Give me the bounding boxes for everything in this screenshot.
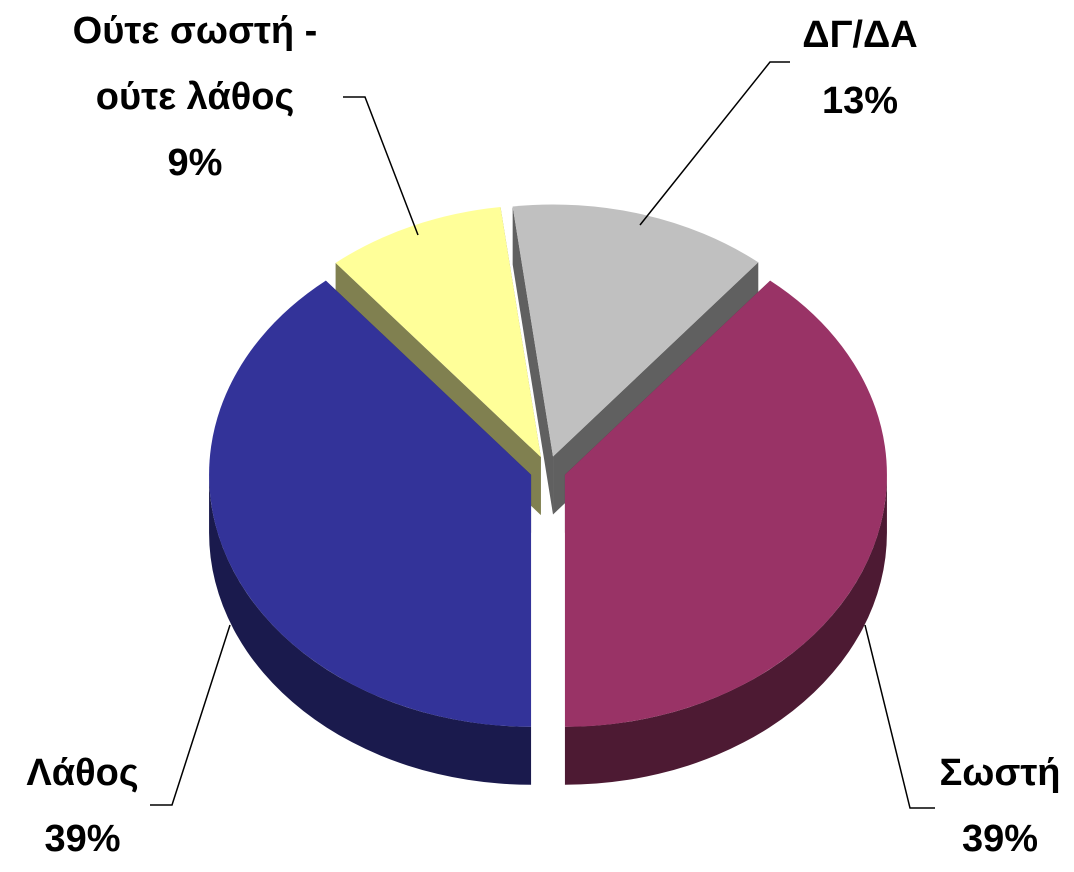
slice-side <box>564 474 887 785</box>
leader-line <box>150 624 231 806</box>
category-label: Ούτε σωστή - ούτε λάθος <box>72 10 318 118</box>
slice <box>209 280 532 727</box>
data-label: Ούτε σωστή - ούτε λάθος 9% <box>30 0 360 196</box>
slice-side <box>209 474 532 785</box>
data-label: Σωστή 39% <box>930 740 1070 872</box>
value-label: 13% <box>821 80 899 122</box>
slice <box>512 204 759 457</box>
category-label: Σωστή <box>939 752 1061 794</box>
data-label: ΔΓ/ΔΑ 13% <box>770 2 950 134</box>
leader-line <box>343 96 419 236</box>
slice <box>335 207 541 458</box>
slice <box>564 280 887 727</box>
slices <box>209 204 887 785</box>
slice-group <box>564 280 887 785</box>
category-label: ΔΓ/ΔΑ <box>802 14 918 56</box>
leader-line <box>864 624 935 809</box>
value-label: 39% <box>961 818 1039 860</box>
leader-lines <box>150 61 935 809</box>
value-label: 9% <box>167 142 223 184</box>
data-label: Λάθος 39% <box>0 740 165 872</box>
leader-line <box>639 61 790 226</box>
slice-group <box>209 280 532 785</box>
slice-wall <box>512 206 554 515</box>
value-label: 39% <box>44 818 121 860</box>
category-label: Λάθος <box>26 752 139 794</box>
